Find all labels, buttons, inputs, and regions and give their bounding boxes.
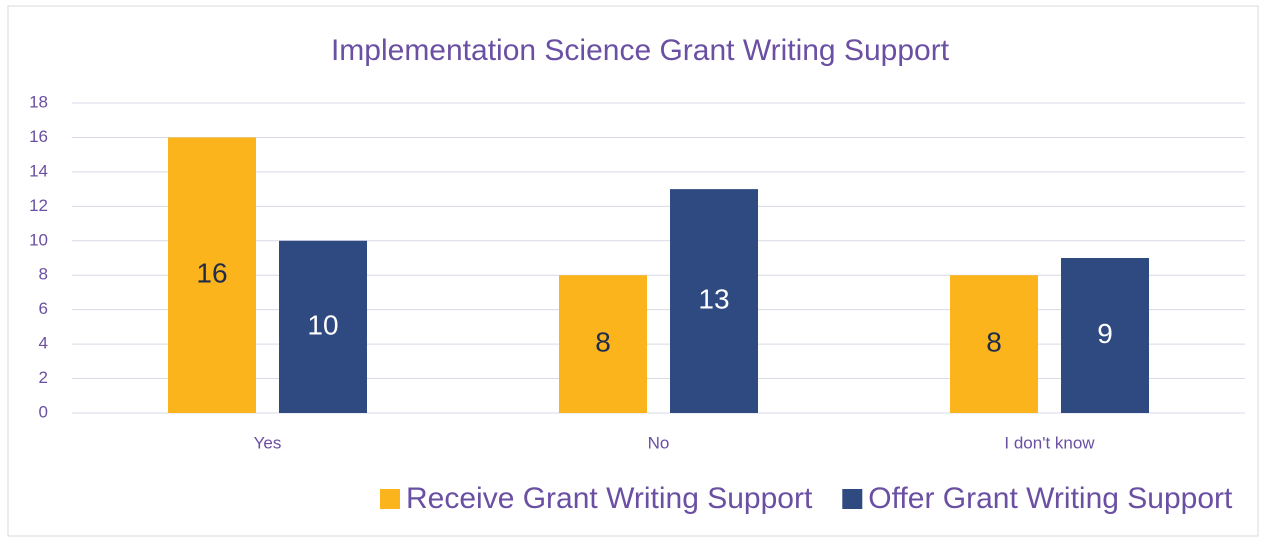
y-tick-label: 14 <box>29 161 48 180</box>
data-label: 9 <box>1097 318 1113 349</box>
bar <box>279 240 367 413</box>
y-tick-label: 6 <box>39 299 48 318</box>
data-label: 16 <box>196 258 227 289</box>
y-tick-label: 12 <box>29 196 48 215</box>
legend-swatch <box>842 489 863 509</box>
y-tick-label: 10 <box>29 230 48 249</box>
chart-title: Implementation Science Grant Writing Sup… <box>331 34 950 67</box>
y-tick-label: 2 <box>39 368 48 387</box>
bar <box>559 275 647 413</box>
y-tick-label: 8 <box>39 265 48 284</box>
y-tick-label: 16 <box>29 127 48 146</box>
data-label: 8 <box>595 327 611 358</box>
y-tick-label: 0 <box>39 402 48 421</box>
legend-swatch <box>380 489 400 509</box>
y-tick-label: 18 <box>29 92 48 111</box>
bar <box>950 275 1038 413</box>
data-label: 8 <box>986 327 1002 358</box>
y-tick-label: 4 <box>39 334 48 353</box>
x-tick-label: I don't know <box>1004 433 1095 452</box>
bar <box>670 189 758 413</box>
bar <box>1061 258 1149 413</box>
x-tick-label: No <box>648 433 670 452</box>
data-label: 10 <box>307 309 338 340</box>
bar <box>168 137 256 413</box>
legend-label: Receive Grant Writing Support <box>406 482 813 515</box>
x-tick-label: Yes <box>254 433 282 452</box>
legend-label: Offer Grant Writing Support <box>868 482 1233 515</box>
data-label: 13 <box>698 283 729 314</box>
